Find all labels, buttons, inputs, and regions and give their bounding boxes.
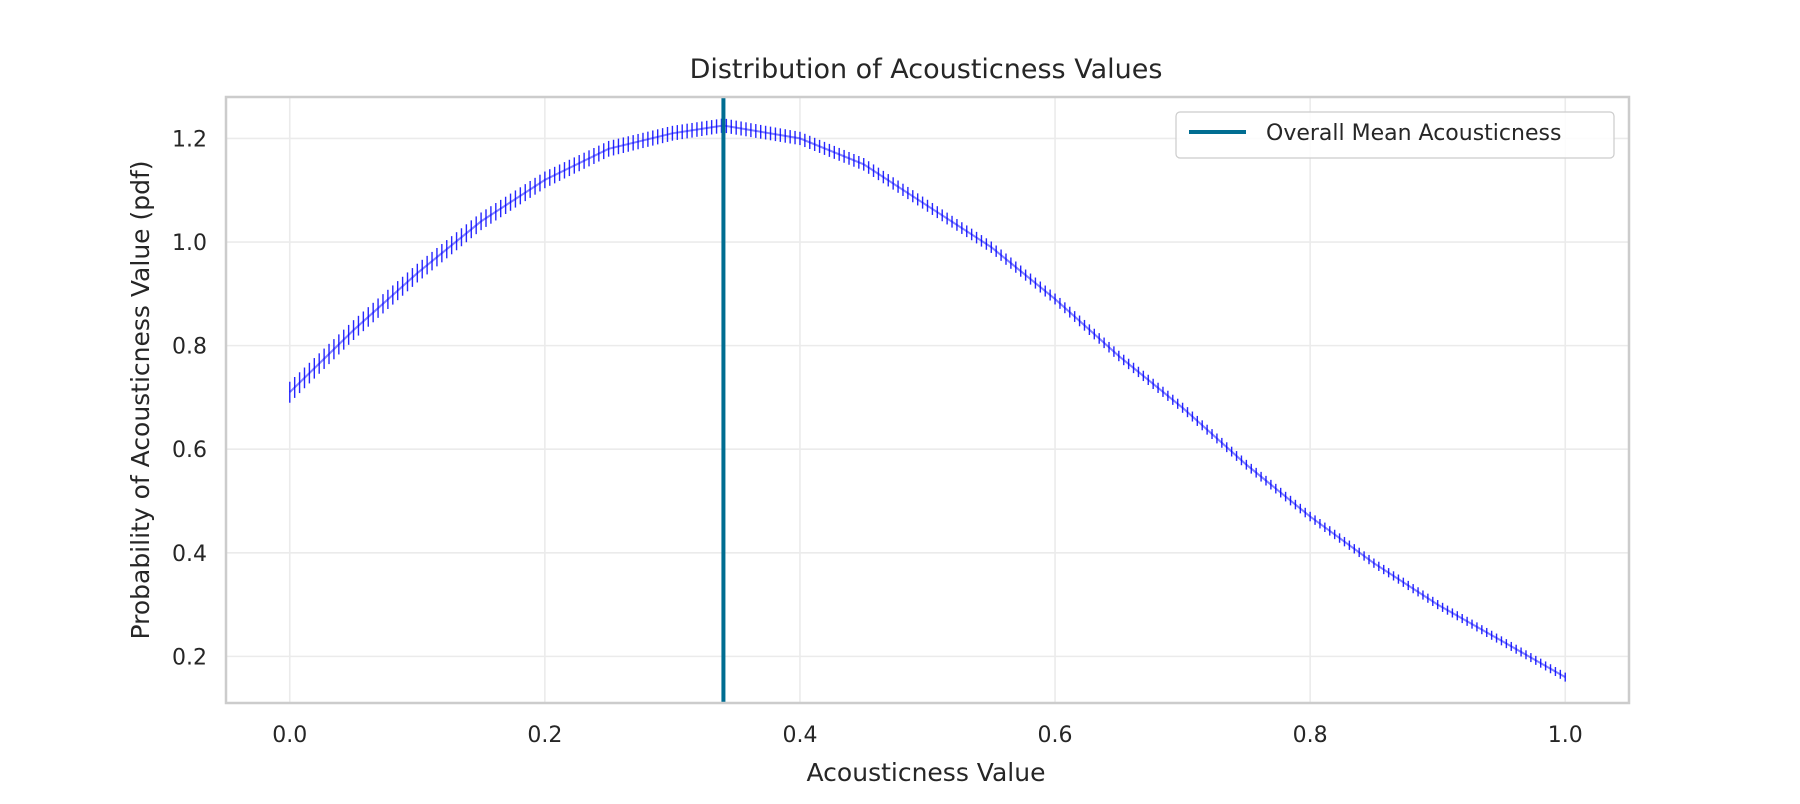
x-tick-label: 0.4 [782, 723, 817, 748]
x-axis-title: Acousticness Value [807, 758, 1046, 787]
x-tick-label: 0.2 [527, 723, 562, 748]
x-tick-label: 0.6 [1038, 723, 1073, 748]
y-axis-title: Probability of Acousticness Value (pdf) [126, 160, 155, 639]
y-tick-label: 0.4 [172, 542, 207, 567]
legend-box [1175, 111, 1615, 159]
chart-title: Distribution of Acousticness Values [690, 54, 1163, 85]
plot-frame [224, 95, 1631, 705]
x-tick-label: 0.0 [272, 723, 307, 748]
x-tick-label: 1.0 [1548, 723, 1583, 748]
x-tick-label: 0.8 [1293, 723, 1328, 748]
legend: Overall Mean Acousticness [1175, 111, 1615, 159]
legend-label-mean: Overall Mean Acousticness [1266, 121, 1561, 146]
y-tick-label: 0.6 [172, 438, 207, 463]
y-tick-label: 1.0 [172, 231, 207, 256]
y-tick-label: 0.8 [172, 335, 207, 360]
grid-layer [226, 97, 1629, 703]
y-tick-label: 1.2 [172, 127, 207, 152]
tick-label-layer: 0.0 0.2 0.4 0.6 0.8 1.0 0.2 0.4 0.6 0.8 1.0 1.2 [172, 127, 1583, 748]
curve-layer [289, 118, 1566, 682]
y-tick-label: 0.2 [172, 645, 207, 670]
